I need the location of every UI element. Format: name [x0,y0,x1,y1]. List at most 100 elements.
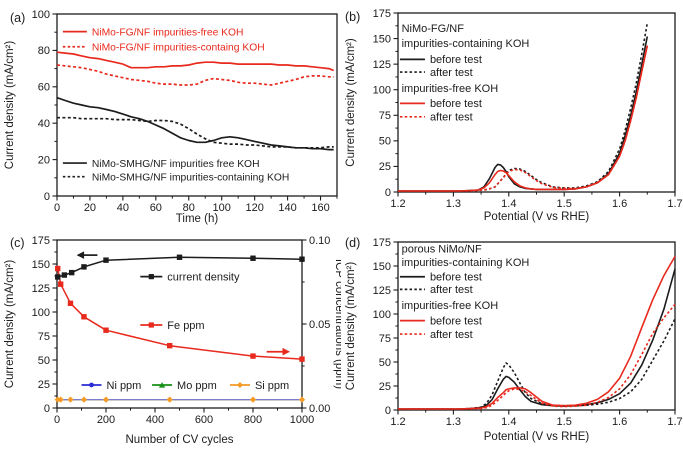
legend-header: porous NiMo/NF [402,244,482,256]
x-tick-label: 600 [195,414,213,426]
y-tick-label: 100 [373,85,391,97]
series-group [398,23,649,192]
legend-header: impurities-containing KOH [402,38,530,50]
x-tick-label: 40 [117,202,129,214]
annotations [76,251,290,356]
x-tick-label: 400 [146,414,164,426]
series-impurities-free-koh-before-test [398,45,649,192]
marker-square [69,269,75,276]
marker-diamond [67,396,74,403]
marker-square [299,256,305,262]
y-tick-label: 50 [38,355,50,367]
marker-square [81,314,87,320]
legend-label: after test [430,112,473,124]
legend-label: before test [430,315,482,327]
x-tick-label: 80 [183,202,195,214]
x-tick-label: 1.5 [557,416,572,428]
y-tick-label: 150 [373,33,391,45]
y-tick-label: 175 [32,235,50,247]
y-tick-label: 60 [38,82,50,94]
panel-c-svg: 0 200 400 600 800 1000 0 25 50 75 100 125 150 175 0.00… [4,235,341,446]
x-tick-label: 1.6 [612,416,627,428]
legend-label: before test [430,272,482,284]
marker-square [103,327,109,333]
marker-diamond [80,396,88,403]
legend-label: NiMo-FG/NF impurities-containg KOH [92,43,265,54]
x-tick-label: 0 [54,202,60,214]
series-nimo-fg-nf-impurities-containg-koh [56,64,334,86]
series-nimo-fg-nf-impurities-free-koh [56,51,334,72]
x-tick-label: 1.6 [612,198,627,210]
legend-label: NiMo-SMHG/NF impurities free KOH [92,159,260,170]
panel-letter: (d) [345,236,360,250]
panel-b-lsv-nimo-fg-nf: 1.2 1.3 1.4 1.5 1.6 1.7 0 25 50 75 100 125 150 175 Pot… [341,0,683,228]
legend-label: NiMo-SMHG/NF impurities-containing KOH [92,173,289,184]
y-tick-label: 150 [32,259,50,271]
y-tick-label: 75 [379,110,391,122]
marker-square [81,264,87,270]
marker-square [148,274,154,280]
legend-label: current density [167,271,240,283]
marker-square [55,265,61,272]
y-tick-label: 0 [385,187,391,199]
y-tick-label: 125 [32,283,50,295]
legend-label: Fe ppm [167,320,204,332]
legend-label: NiMo-FG/NF impurities-free KOH [92,27,244,38]
panel-b-svg: 1.2 1.3 1.4 1.5 1.6 1.7 0 25 50 75 100 125 150 175 Pot… [345,8,683,223]
marker-circle [89,382,94,388]
legend-label: after test [430,67,473,79]
series-nimo-smhg-nf-impurities-free-koh [56,96,334,151]
x-tick-label: 140 [278,202,296,214]
legend-header: NiMo-FG/NF [402,23,465,35]
x-tick-label: 1.4 [501,198,516,210]
x-tick-label: 100 [213,202,231,214]
y-tick-label: 25 [379,381,391,393]
marker-square [61,272,68,278]
marker-square [148,322,154,328]
x-tick-label: 1.7 [667,198,682,210]
y-tick-label: 175 [373,237,391,249]
series-impurities-free-koh-before-test [398,255,676,410]
y-tick-label: 75 [379,333,391,345]
legend-header: impurities-free KOH [402,83,499,95]
y-tick-label: 20 [38,154,50,166]
panel-c-cv-cycles-icp: 0 200 400 600 800 1000 0 25 50 75 100 125 150 175 0.00… [0,228,341,466]
panel-letter: (a) [10,11,25,25]
axes: 0 200 400 600 800 1000 0 25 50 75 100 125 150 175 0.00… [4,235,341,446]
y2-tick-label: 0.00 [309,403,330,415]
legend: NiMo-FG/NF impurities-containing KOH befor… [399,23,530,124]
x-tick-label: 800 [244,414,262,426]
marker-square [103,257,109,263]
marker-triangle [158,382,166,388]
x-tick-label: 20 [84,202,96,214]
x-tick-label: 1.4 [501,416,516,428]
y-tick-label: 100 [32,9,50,21]
y2-tick-label: 0.10 [309,235,330,247]
marker-diamond [102,396,110,403]
legend-header: impurities-free KOH [402,300,499,312]
x-tick-label: 1.2 [390,198,405,210]
legend-label: before test [430,54,482,66]
panel-letter: (b) [345,10,360,24]
x-tick-label: 1.7 [667,416,682,428]
marker-diamond [249,396,257,403]
panel-d-lsv-porous-nimo-nf: 1.2 1.3 1.4 1.5 1.6 1.7 0 25 50 75 100 125 150 175 Pot… [341,228,683,466]
x-tick-label: 1000 [290,414,314,426]
x-tick-label: 0 [54,414,60,426]
axes: 1.2 1.3 1.4 1.5 1.6 1.7 0 25 50 75 100 125 150 175 Pot… [345,237,683,443]
arrowhead [282,347,290,356]
y-tick-label: 100 [373,309,391,321]
marker-diamond [166,396,173,403]
legend-label: Mo ppm [177,380,217,392]
x-tick-label: 120 [245,202,263,214]
x-axis-title: Number of CV cycles [125,434,233,446]
marker-square [299,356,305,362]
y-tick-label: 80 [38,45,50,57]
series-fe-ppm [56,268,303,360]
y2-axis-title: ICP concentrations (ppm) [333,259,341,389]
marker-square [176,254,183,260]
x-axis-title: Potential (V vs RHE) [484,431,590,443]
legend-label: Si ppm [255,380,289,392]
